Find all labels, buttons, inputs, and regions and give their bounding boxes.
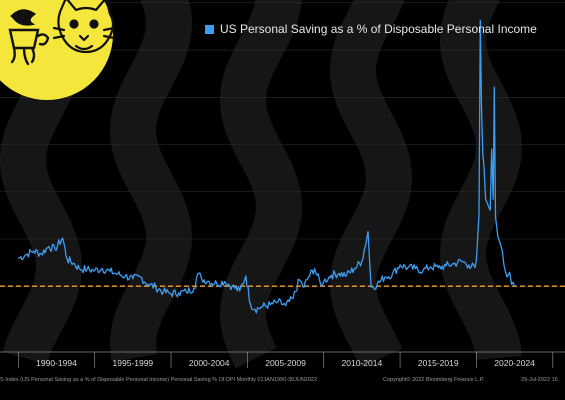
- x-axis-ticks: 1990-1994 1995-1999 2000-2004 2005-2009 2010…: [17, 352, 554, 368]
- legend: US Personal Saving as a % of Disposable …: [205, 22, 537, 36]
- brand-logo: [0, 0, 116, 100]
- footer-source-suffix: ) Personal Saving % Of DPI Monthly 01JAN…: [167, 377, 318, 383]
- x-tick-label: 1990-1994: [36, 358, 77, 368]
- x-tick-label: 2005-2009: [265, 358, 306, 368]
- wave-stripe: [329, 0, 413, 368]
- series-line: [18, 19, 516, 314]
- x-tick-label: 2000-2004: [189, 358, 230, 368]
- x-tick-label: 1995-1999: [113, 358, 154, 368]
- wave-stripe: [109, 0, 193, 362]
- footer-source-prefix: S Index (: [0, 377, 23, 383]
- legend-swatch: [205, 24, 214, 34]
- chart-footer: S Index (US Personal Saving as a % of Di…: [0, 377, 565, 387]
- x-tick-label: 2015-2019: [418, 358, 459, 368]
- legend-label: US Personal Saving as a % of Disposable …: [220, 22, 537, 36]
- x-tick-label: 2020-2024: [494, 358, 535, 368]
- mascot-seal-icon: [8, 9, 50, 66]
- footer-source: S Index (US Personal Saving as a % of Di…: [0, 377, 317, 383]
- footer-date: 29-Jul-2022 15: [521, 377, 558, 383]
- wave-stripe: [219, 0, 303, 369]
- mascot-cat-icon: [52, 0, 116, 54]
- footer-copyright: Copyright© 2022 Bloomberg Finance L.P.: [383, 377, 485, 383]
- x-tick-label: 2010-2014: [342, 358, 383, 368]
- footer-source-name: US Personal Saving as a % of Disposable …: [22, 377, 168, 383]
